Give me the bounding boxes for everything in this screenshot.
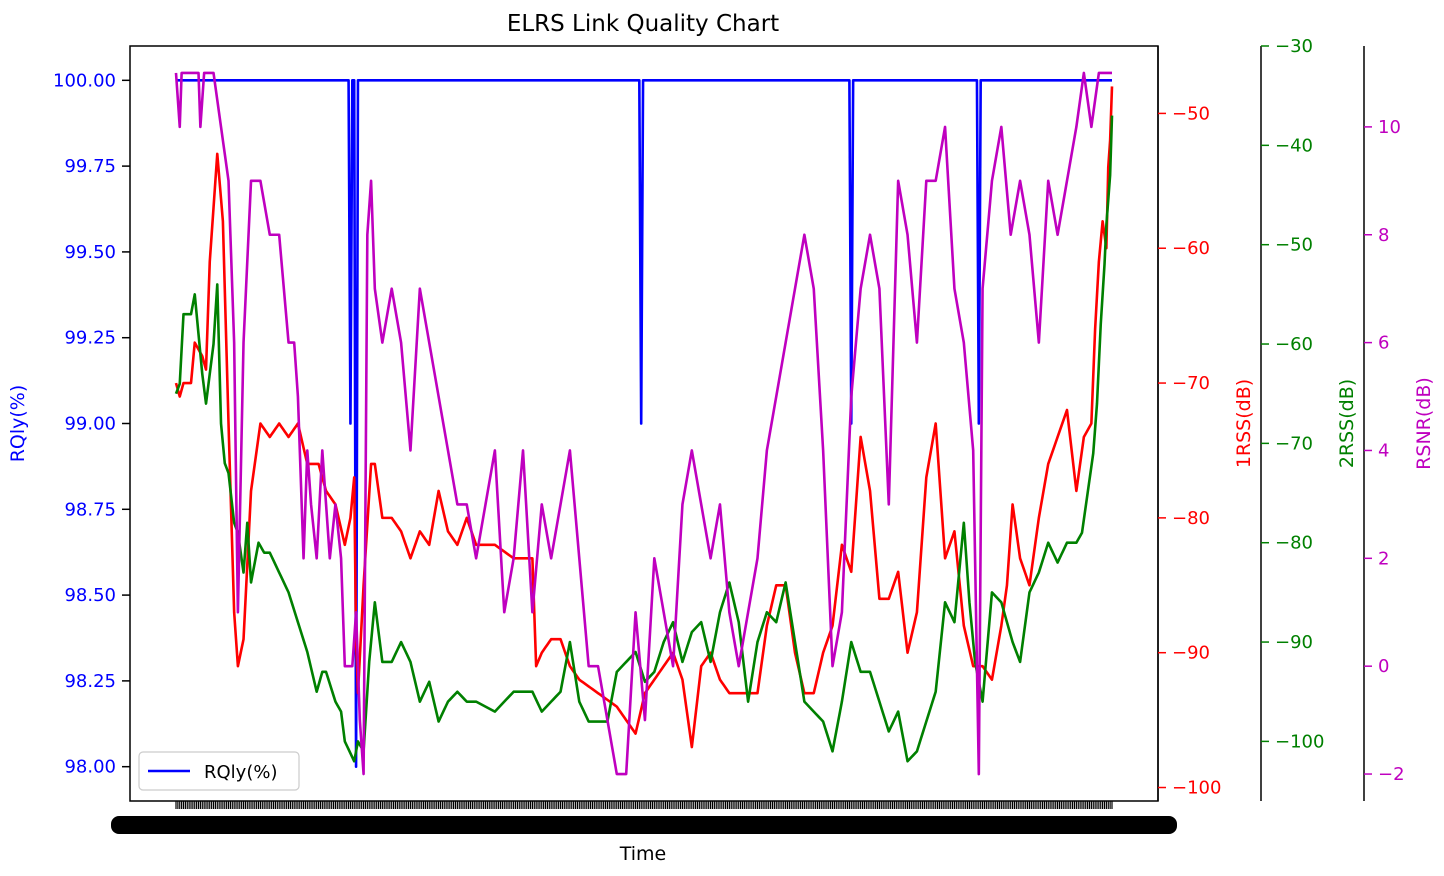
series-line-rss2 — [174, 115, 1114, 763]
rsnr-tick-label: 4 — [1378, 440, 1389, 461]
series-layer — [174, 71, 1114, 776]
rqly-axis: 98.00 98.25 98.50 98.75 99.00 99.25 99.50 99.75… — [7, 70, 130, 778]
rsnr-tick-label: −2 — [1378, 764, 1405, 785]
rqly-tick-label: 98.25 — [64, 671, 116, 692]
rqly-tick-label: 99.50 — [64, 242, 116, 263]
rsnr-tick-label: 2 — [1378, 548, 1389, 569]
rss1-tick-label: −60 — [1172, 238, 1210, 259]
rss1-axis: −100 −90 −80 −70 −60 −50 1RSS(dB) — [1157, 46, 1255, 801]
rss2-tick-label: −90 — [1275, 632, 1313, 653]
rsnr-tick-label: 10 — [1378, 117, 1401, 138]
rss1-tick-label: −100 — [1172, 778, 1221, 799]
x-tick-marks — [175, 801, 1113, 809]
series-line-rqly — [176, 79, 1112, 768]
rqly-tick-label: 100.00 — [53, 70, 116, 91]
rqly-tick-label: 99.00 — [64, 414, 116, 435]
rss2-tick-label: −40 — [1275, 135, 1313, 156]
rss2-tick-label: −100 — [1275, 731, 1324, 752]
chart-title: ELRS Link Quality Chart — [507, 11, 779, 37]
x-tick-labels-overlap — [111, 816, 1177, 834]
series-line-rsnr — [174, 71, 1112, 776]
rss2-tick-label: −30 — [1275, 36, 1313, 57]
rsnr-tick-label: 8 — [1378, 225, 1389, 246]
rqly-tick-label: 99.25 — [64, 328, 116, 349]
rqly-axis-title: RQly(%) — [7, 385, 29, 463]
time-axis — [111, 801, 1177, 834]
rss1-axis-title: 1RSS(dB) — [1233, 379, 1255, 468]
legend: RQly(%) — [138, 751, 300, 791]
rss2-axis: −100 −90 −80 −70 −60 −50 −40 −30 2RSS(dB) — [1260, 36, 1358, 801]
x-axis-title: Time — [619, 843, 667, 865]
rss1-tick-label: −80 — [1172, 508, 1210, 529]
rss2-tick-label: −80 — [1275, 533, 1313, 554]
rsnr-axis-title: RSNR(dB) — [1413, 377, 1435, 470]
rss2-tick-label: −60 — [1275, 334, 1313, 355]
legend-label-rqly: RQly(%) — [204, 762, 277, 783]
rqly-tick-label: 98.50 — [64, 585, 116, 606]
rqly-tick-label: 99.75 — [64, 156, 116, 177]
series-line-rss1 — [174, 86, 1114, 749]
rqly-tick-label: 98.75 — [64, 499, 116, 520]
rqly-tick-label: 98.00 — [64, 757, 116, 778]
rss1-tick-label: −50 — [1172, 103, 1210, 124]
rsnr-axis: −2 0 2 4 6 8 10 RSNR(dB) — [1363, 46, 1435, 801]
rss2-axis-title: 2RSS(dB) — [1336, 379, 1358, 468]
rsnr-tick-label: 6 — [1378, 333, 1389, 354]
rss1-tick-label: −70 — [1172, 373, 1210, 394]
legend-box — [138, 751, 300, 791]
rss2-tick-label: −70 — [1275, 433, 1313, 454]
rsnr-tick-label: 0 — [1378, 656, 1389, 677]
rss2-tick-label: −50 — [1275, 235, 1313, 256]
rss1-tick-label: −90 — [1172, 643, 1210, 664]
